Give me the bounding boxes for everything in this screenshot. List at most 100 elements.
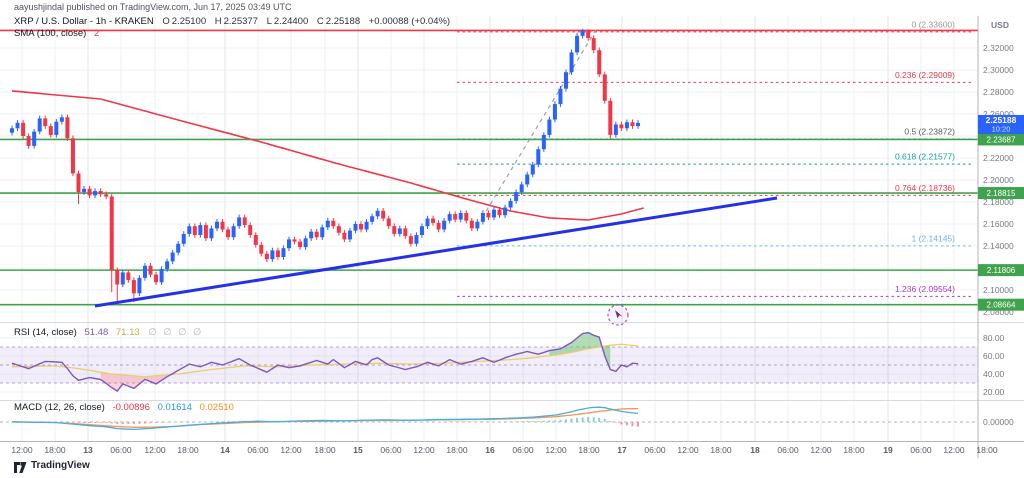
svg-text:2.10000: 2.10000 — [983, 285, 1014, 295]
macd-line-value: 0.01614 — [157, 402, 192, 413]
cursor-icon — [615, 310, 623, 319]
svg-text:06:00: 06:00 — [910, 445, 932, 455]
sma-value: 2 — [93, 28, 100, 39]
price-scale[interactable]: USD 2.32000 2.30000 2.28000 2.26000 2.22000 2.… — [983, 20, 1014, 427]
svg-text:0.00000: 0.00000 — [983, 417, 1014, 427]
macd-signal-value: 0.02510 — [199, 402, 234, 413]
svg-text:16: 16 — [485, 445, 495, 455]
svg-text:18:00: 18:00 — [578, 445, 600, 455]
sma-line[interactable] — [11, 90, 644, 221]
svg-text:40.00: 40.00 — [983, 369, 1005, 379]
time-scale[interactable]: 12:00 18:00 13 06:00 12:00 18:00 14 06:00 12:00 1… — [11, 445, 998, 455]
macd-hist-value: -0.00896 — [112, 402, 150, 413]
svg-text:0.236 (2.29009): 0.236 (2.29009) — [895, 70, 955, 80]
svg-text:2.08000: 2.08000 — [983, 307, 1014, 317]
svg-text:06:00: 06:00 — [247, 445, 269, 455]
svg-text:18:00: 18:00 — [710, 445, 732, 455]
svg-text:2.22000: 2.22000 — [983, 153, 1014, 163]
svg-text:15: 15 — [353, 445, 363, 455]
dashed-trend-drawing[interactable] — [481, 27, 598, 219]
svg-text:12:00: 12:00 — [280, 445, 302, 455]
rsi-band — [0, 346, 978, 384]
close-value: 2.25188 — [325, 16, 361, 27]
tradingview-logo[interactable]: TradingView — [14, 460, 90, 473]
rsi-ma-value: 71.13 — [115, 327, 140, 338]
svg-text:2.26000: 2.26000 — [983, 109, 1014, 119]
svg-text:18:00: 18:00 — [976, 445, 998, 455]
svg-text:14: 14 — [220, 445, 230, 455]
rsi-name: RSI (14, close) — [14, 327, 77, 338]
rsi-ma-line — [11, 343, 639, 378]
svg-text:18:00: 18:00 — [446, 445, 468, 455]
svg-text:12:00: 12:00 — [11, 445, 33, 455]
svg-text:10:20: 10:20 — [992, 124, 1011, 133]
svg-text:1 (2.14145): 1 (2.14145) — [912, 233, 956, 243]
svg-text:2.23687: 2.23687 — [987, 135, 1016, 144]
svg-text:18:00: 18:00 — [843, 445, 865, 455]
ascending-trendline-drawing[interactable] — [94, 196, 778, 308]
candlesticks[interactable] — [10, 28, 641, 305]
svg-text:2.18815: 2.18815 — [987, 189, 1016, 198]
svg-text:18: 18 — [750, 445, 760, 455]
tradingview-logo-icon — [14, 460, 27, 473]
macd-line — [11, 406, 639, 431]
svg-text:0 (2.33600): 0 (2.33600) — [912, 19, 956, 29]
cursor-annotation[interactable] — [607, 304, 629, 326]
symbol-legend[interactable]: XRP / U.S. Dollar - 1h - KRAKEN O 2.25100… — [14, 16, 450, 27]
change-value: +0.00088 (+0.04%) — [368, 16, 451, 27]
svg-text:13: 13 — [83, 445, 93, 455]
high-label: H — [214, 16, 222, 27]
svg-text:2.18000: 2.18000 — [983, 197, 1014, 207]
svg-text:2.25188: 2.25188 — [986, 115, 1017, 125]
svg-text:60.00: 60.00 — [983, 351, 1005, 361]
svg-text:2.16000: 2.16000 — [983, 219, 1014, 229]
svg-text:06:00: 06:00 — [777, 445, 799, 455]
svg-text:2.32000: 2.32000 — [983, 43, 1014, 53]
rsi-value: 51.48 — [84, 327, 109, 338]
open-label: O — [162, 16, 170, 27]
svg-text:18:00: 18:00 — [44, 445, 66, 455]
svg-text:USD: USD — [991, 20, 1009, 30]
rsi-plot[interactable] — [11, 331, 639, 393]
svg-text:06:00: 06:00 — [380, 445, 402, 455]
svg-text:06:00: 06:00 — [644, 445, 666, 455]
svg-text:12:00: 12:00 — [545, 445, 567, 455]
svg-text:18:00: 18:00 — [314, 445, 336, 455]
svg-text:0.5 (2.23872): 0.5 (2.23872) — [904, 126, 955, 136]
low-label: L — [266, 16, 272, 27]
svg-text:2.08664: 2.08664 — [987, 301, 1016, 310]
high-value: 2.25377 — [223, 16, 258, 27]
attribution-text: aayushjindal published on TradingView.co… — [14, 2, 292, 12]
svg-text:06:00: 06:00 — [110, 445, 132, 455]
open-value: 2.25100 — [171, 16, 207, 27]
low-value: 2.24400 — [273, 16, 309, 27]
macd-plot[interactable] — [11, 406, 640, 431]
svg-text:12:00: 12:00 — [144, 445, 166, 455]
macd-legend[interactable]: MACD (12, 26, close) -0.00896 0.01614 0.… — [14, 402, 234, 413]
macd-name: MACD (12, 26, close) — [14, 402, 105, 413]
svg-text:12:00: 12:00 — [943, 445, 965, 455]
sma-legend[interactable]: SMA (100, close) 2 — [14, 28, 99, 39]
close-label: C — [316, 16, 324, 27]
svg-text:1.236 (2.09554): 1.236 (2.09554) — [895, 284, 955, 294]
price-badges: 2.23687 2.18815 2.11806 2.08664 — [978, 133, 1024, 311]
rsi-empty-values: ∅ ∅ ∅ ∅ — [148, 327, 204, 338]
svg-text:0.764 (2.18736): 0.764 (2.18736) — [895, 183, 955, 193]
svg-text:12:00: 12:00 — [677, 445, 699, 455]
svg-text:12:00: 12:00 — [413, 445, 435, 455]
svg-text:2.30000: 2.30000 — [983, 65, 1014, 75]
svg-text:06:00: 06:00 — [512, 445, 534, 455]
tradingview-logo-text: TradingView — [31, 460, 90, 471]
svg-text:12:00: 12:00 — [810, 445, 832, 455]
svg-text:2.20000: 2.20000 — [983, 175, 1014, 185]
svg-text:19: 19 — [883, 445, 893, 455]
svg-text:17: 17 — [617, 445, 627, 455]
rsi-line — [11, 331, 639, 393]
svg-text:18:00: 18:00 — [177, 445, 199, 455]
sma-name: SMA (100, close) — [14, 28, 87, 39]
svg-text:80.00: 80.00 — [983, 333, 1005, 343]
rsi-legend[interactable]: RSI (14, close) 51.48 71.13 ∅ ∅ ∅ ∅ — [14, 327, 203, 338]
